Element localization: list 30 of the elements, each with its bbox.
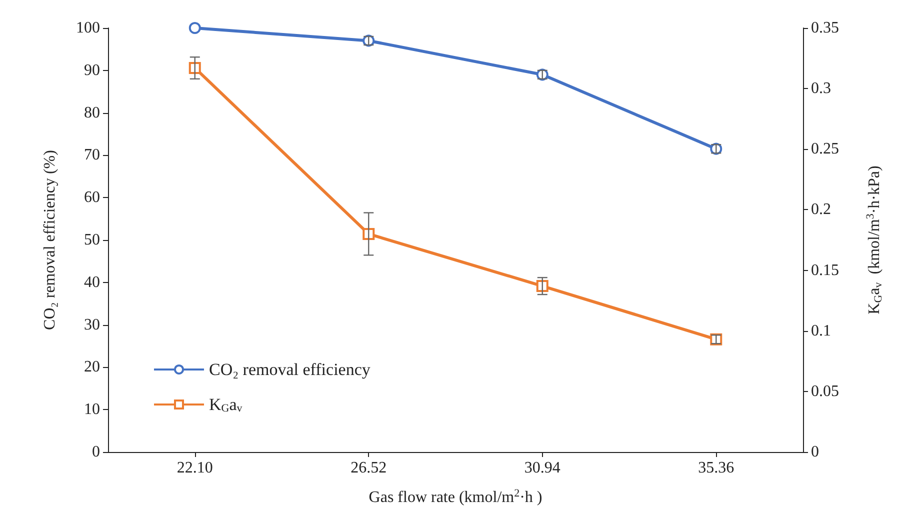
y-tick-label: 40 xyxy=(84,274,100,291)
y-tick-label: 80 xyxy=(84,104,100,122)
y2-tick-label: 0.1 xyxy=(811,322,831,340)
y2-tick-label: 0.05 xyxy=(811,382,839,400)
y-tick-label: 90 xyxy=(84,62,100,79)
y-tick-label: 30 xyxy=(84,316,100,334)
y2-tick-label: 0.2 xyxy=(811,201,831,218)
x-tick-label: 35.36 xyxy=(698,460,734,476)
y-tick-label: 20 xyxy=(84,358,100,376)
y2-tick-label: 0.35 xyxy=(811,20,839,36)
y2-axis-title: KGav (kmol/m3·h·kPa) xyxy=(864,166,884,314)
y-tick-label: 0 xyxy=(92,444,100,460)
x-tick-label: 30.94 xyxy=(524,460,560,476)
point xyxy=(188,62,201,74)
point xyxy=(536,280,548,292)
y-tick-label: 50 xyxy=(84,232,100,248)
y-tick-label: 70 xyxy=(84,146,100,164)
y-axis-title: CO₂ removal efficiency (%) xyxy=(42,150,58,330)
y2-tick-label: 0.3 xyxy=(811,80,831,98)
legend-label: CO₂ removal efficiency xyxy=(209,360,371,379)
y-tick-label: 100 xyxy=(76,20,100,36)
x-tick-label: 26.52 xyxy=(350,460,387,476)
y2-tick-label: 0 xyxy=(811,444,819,460)
point xyxy=(362,228,375,240)
y2-tick-label: 0.25 xyxy=(811,140,839,158)
x-tick-label: 22.10 xyxy=(176,460,213,476)
y-tick-label: 10 xyxy=(84,401,100,418)
point xyxy=(188,22,201,34)
y-tick-label: 60 xyxy=(84,189,100,206)
y2-tick-label: 0.15 xyxy=(811,262,839,279)
